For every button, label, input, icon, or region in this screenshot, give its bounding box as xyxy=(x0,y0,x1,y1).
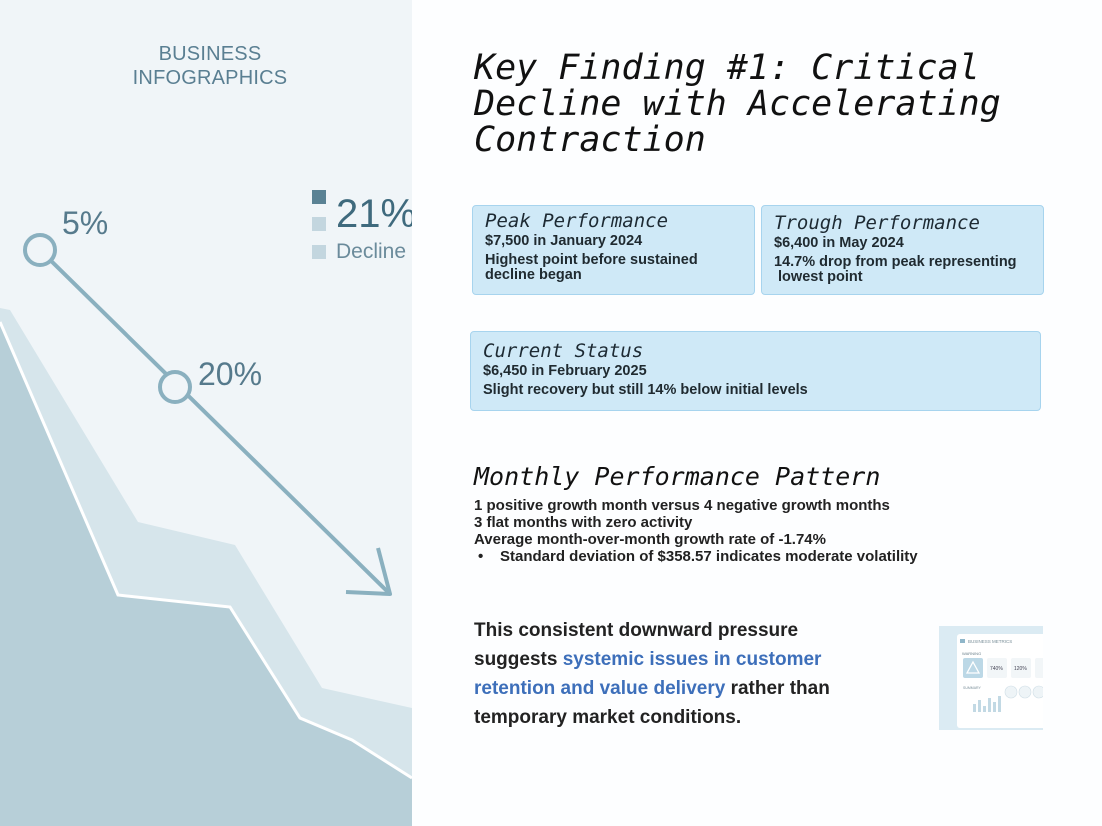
trough-performance-card: Trough Performance $6,400 in May 2024 14… xyxy=(761,205,1044,295)
title-line-2: Decline with Accelerating xyxy=(474,84,1001,124)
conclusion-text-1: This consistent downward pressure sugges… xyxy=(474,620,799,670)
thumb-stat-2: 120% xyxy=(1014,666,1027,672)
thumb-sublabel: SUMMARY xyxy=(963,686,981,690)
brand-line-1: BUSINESS xyxy=(158,43,262,65)
pattern-section-title: Monthly Performance Pattern xyxy=(474,462,881,491)
pattern-bullet-item: • Standard deviation of $358.57 indicate… xyxy=(474,548,918,565)
warning-icon xyxy=(965,660,981,674)
thumb-header: BUSINESS METRICS xyxy=(968,639,1012,644)
legend-square-mid xyxy=(312,217,326,231)
legend-square-dark xyxy=(312,190,326,204)
dashboard-thumbnail: BUSINESS METRICS WARNING 740% 120% SUMMA… xyxy=(939,626,1043,730)
pattern-list: 1 positive growth month versus 4 negativ… xyxy=(474,497,918,565)
trend-arrow-line xyxy=(38,248,392,596)
peak-card-note-2: decline began xyxy=(485,267,582,283)
point-marker-5 xyxy=(23,233,57,267)
page-title: Key Finding #1: Critical Decline with Ac… xyxy=(474,50,1034,158)
legend-label: Decline xyxy=(336,240,407,263)
title-line-3: Contraction xyxy=(474,120,706,160)
brand-line-2: INFOGRAPHICS xyxy=(132,67,288,89)
peak-card-title: Peak Performance xyxy=(485,210,669,232)
pattern-line-1: 1 positive growth month versus 4 negativ… xyxy=(474,497,890,514)
peak-card-note-1: Highest point before sustained xyxy=(485,252,698,268)
content-panel: Key Finding #1: Critical Decline with Ac… xyxy=(412,0,1102,826)
title-line-1: Key Finding #1: Critical xyxy=(474,48,980,88)
trend-arrow-head xyxy=(345,547,392,596)
trough-card-title: Trough Performance xyxy=(774,212,980,234)
background-area-dark xyxy=(0,322,412,826)
legend-square-light xyxy=(312,245,326,259)
decline-illustration xyxy=(0,233,412,826)
bullet-mark: • xyxy=(478,548,484,565)
peak-card-value: $7,500 in January 2024 xyxy=(485,233,643,249)
pattern-line-3: Average month-over-month growth rate of … xyxy=(474,531,826,548)
left-illustration-panel: BUSINESS INFOGRAPHICS 5% 20% 21% Decline xyxy=(0,0,412,826)
status-card-title: Current Status xyxy=(483,340,644,362)
point-label-5: 5% xyxy=(62,205,109,241)
current-status-card: Current Status $6,450 in February 2025 S… xyxy=(470,331,1041,411)
dashboard-thumbnail-graphic: BUSINESS METRICS WARNING 740% 120% SUMMA… xyxy=(957,634,1043,728)
point-marker-20 xyxy=(158,370,192,404)
conclusion-highlight: systemic issues in customer retention an… xyxy=(474,649,822,699)
thumb-stat-1: 740% xyxy=(990,666,1003,672)
point-label-20: 20% xyxy=(198,356,263,392)
pattern-line-2: 3 flat months with zero activity xyxy=(474,514,693,531)
area-highlight-line xyxy=(0,321,412,780)
trough-card-note-2: lowest point xyxy=(774,269,863,285)
conclusion-paragraph: This consistent downward pressure sugges… xyxy=(474,616,874,732)
legend-value: 21% xyxy=(336,192,412,236)
brand-label: BUSINESS INFOGRAPHICS xyxy=(120,42,300,90)
pattern-bullet-text: Standard deviation of $358.57 indicates … xyxy=(500,548,918,565)
status-card-value: $6,450 in February 2025 xyxy=(483,363,647,379)
thumb-tag: WARNING xyxy=(962,651,981,656)
status-card-note: Slight recovery but still 14% below init… xyxy=(483,382,808,398)
conclusion-text-2: rather than temporary market conditions. xyxy=(474,678,830,728)
peak-performance-card: Peak Performance $7,500 in January 2024 … xyxy=(472,205,755,295)
trough-card-value: $6,400 in May 2024 xyxy=(774,235,904,251)
trough-card-note-1: 14.7% drop from peak representing xyxy=(774,254,1017,270)
